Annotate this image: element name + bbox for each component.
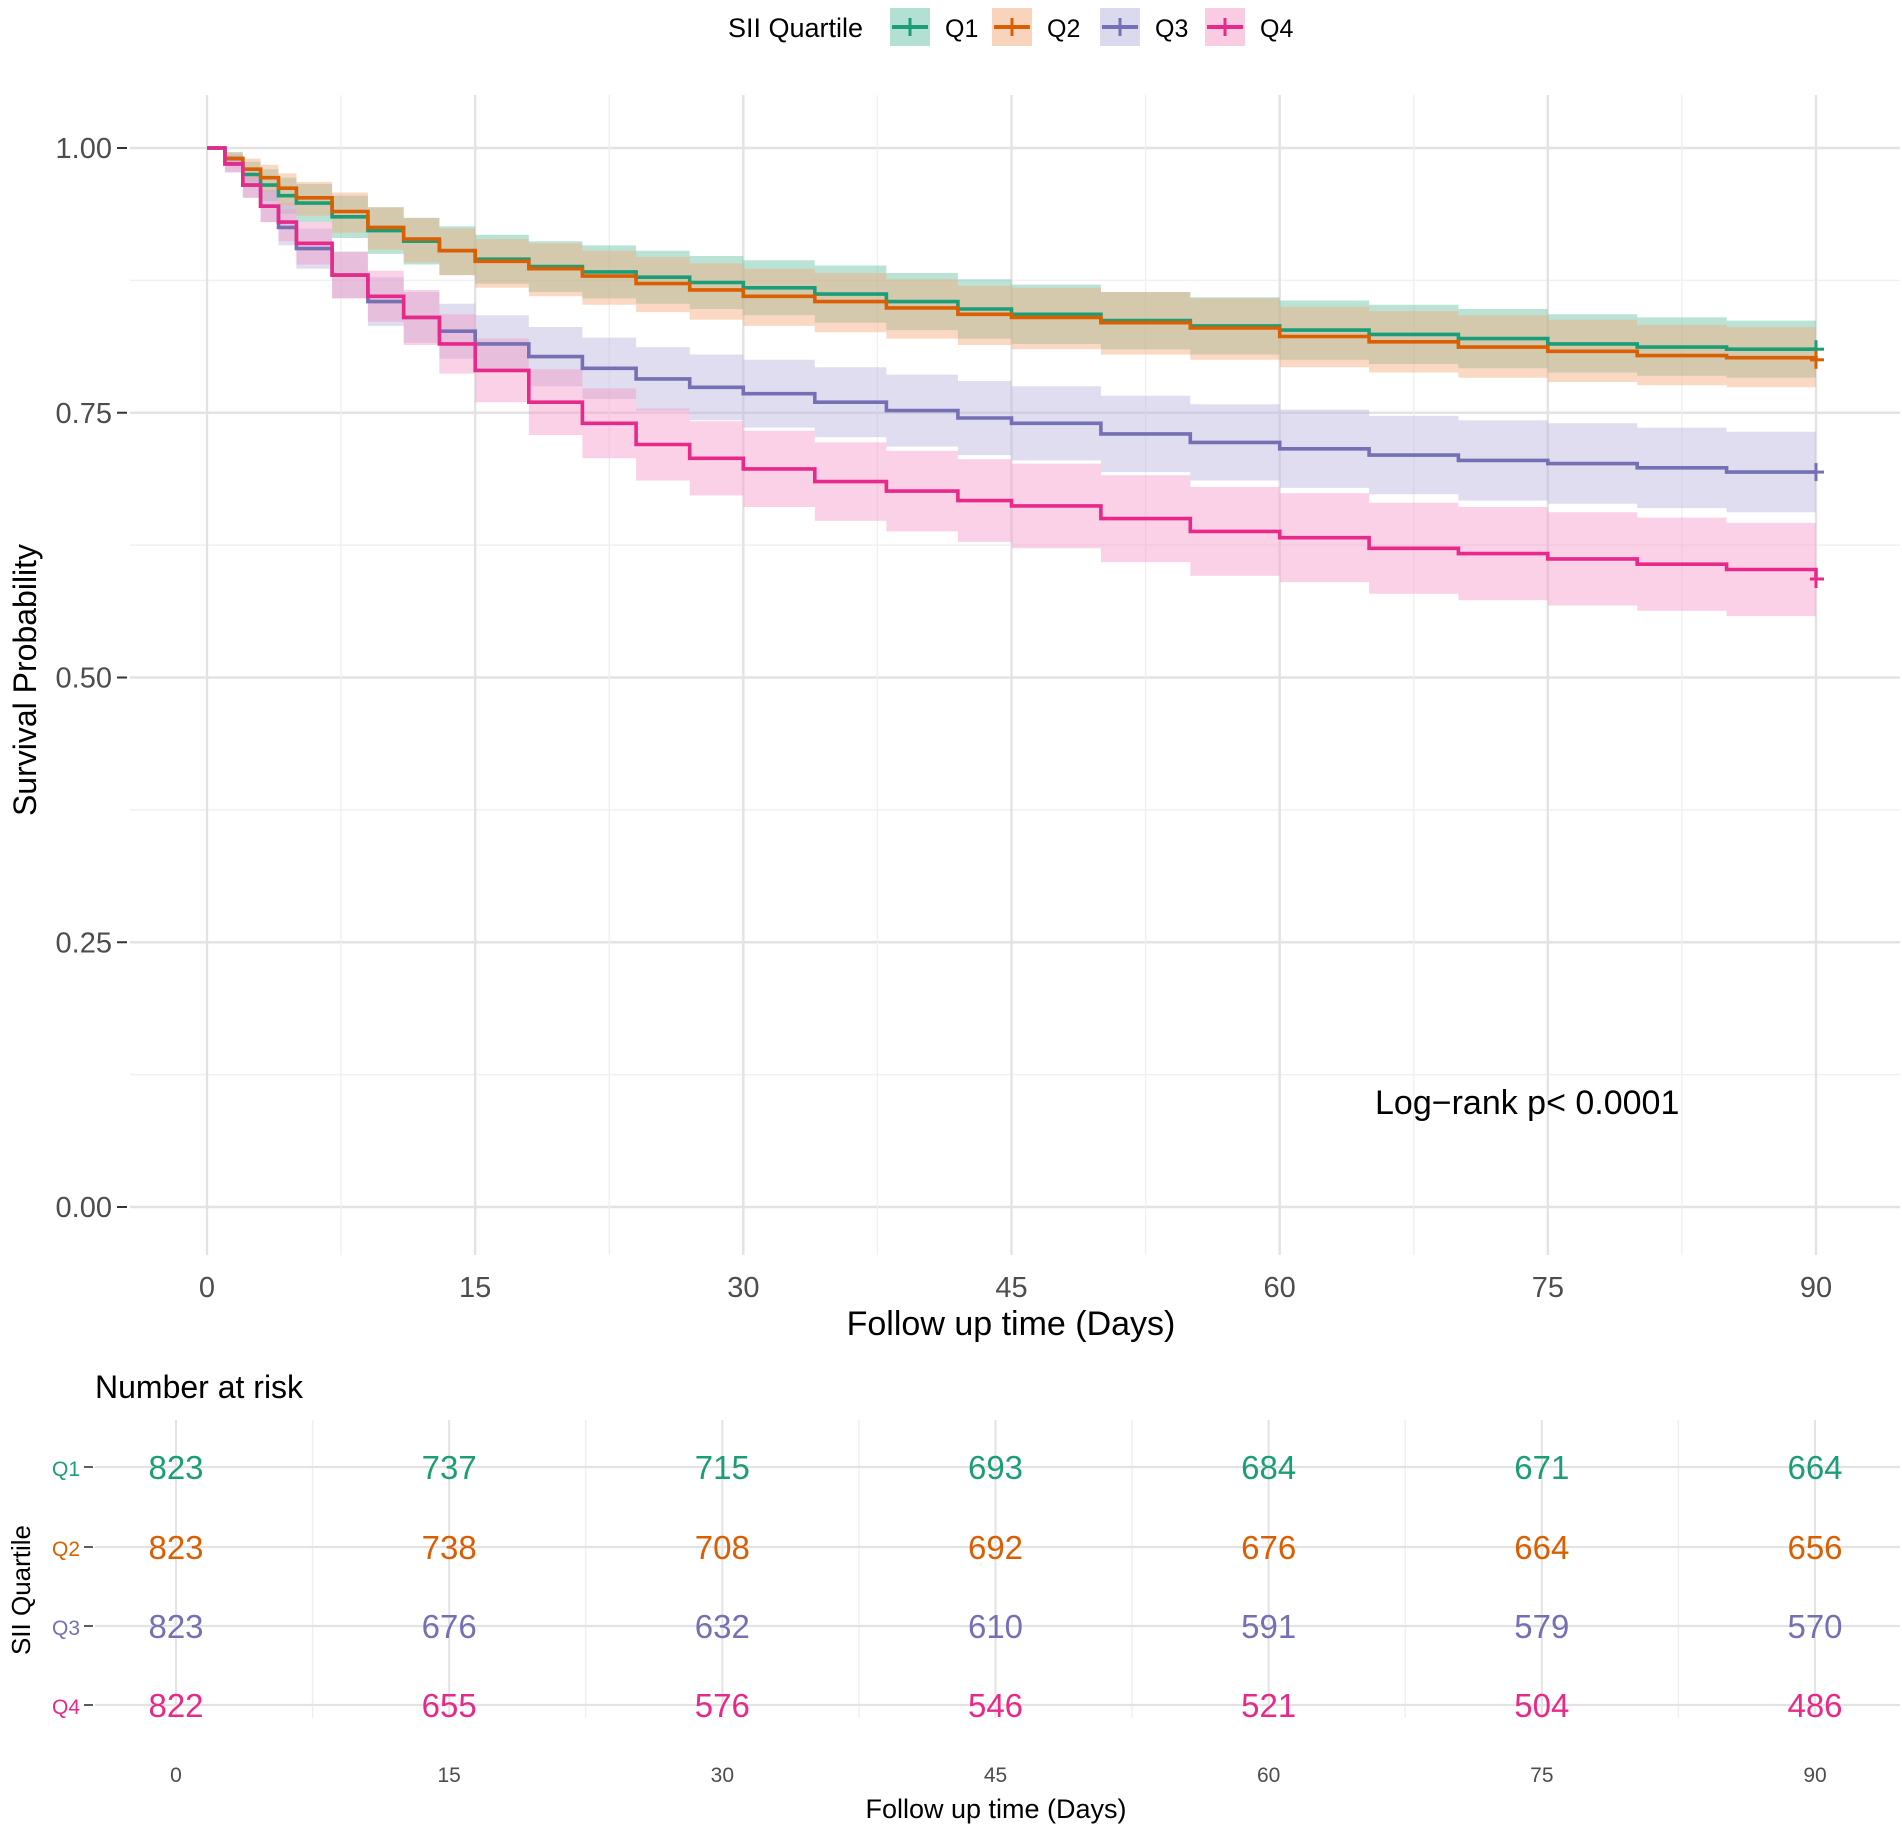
- y-tick-label: 0.00: [56, 1192, 112, 1224]
- risk-table-cell: 708: [695, 1529, 750, 1566]
- risk-table-cell: 579: [1514, 1608, 1569, 1645]
- y-axis-title: Survival Probability: [7, 544, 43, 816]
- survival-curve-q4: [207, 146, 1818, 579]
- risk-table-row-label: Q2: [52, 1538, 80, 1561]
- risk-table-cell: 823: [148, 1529, 203, 1566]
- log-rank-annotation: Log−rank p< 0.0001: [1375, 1084, 1679, 1122]
- risk-table-row-label: Q1: [52, 1458, 80, 1481]
- risk-table-x-tick-label: 30: [711, 1764, 734, 1787]
- risk-table-cell: 610: [968, 1608, 1023, 1645]
- risk-table-row-label: Q4: [52, 1696, 80, 1719]
- x-tick-label: 90: [1800, 1272, 1832, 1304]
- x-tick-label: 30: [727, 1272, 759, 1304]
- risk-table-cell: 738: [422, 1529, 477, 1566]
- risk-table-cell: 546: [968, 1687, 1023, 1724]
- risk-table-x-tick-label: 45: [984, 1764, 1007, 1787]
- risk-table-cell: 521: [1241, 1687, 1296, 1724]
- x-tick-label: 15: [459, 1272, 491, 1304]
- risk-table-cell: 823: [148, 1449, 203, 1486]
- risk-table-row-q3: Q3 823 676 632 610 591 579 570: [52, 1608, 1843, 1645]
- x-tick-label: 45: [995, 1272, 1027, 1304]
- y-tick-label: 0.25: [56, 927, 112, 959]
- risk-table-cell: 715: [695, 1449, 750, 1486]
- risk-table-x-tick-label: 75: [1530, 1764, 1553, 1787]
- km-gridlines: [130, 95, 1900, 1255]
- confidence-band-q3: [207, 148, 1816, 514]
- km-plot: 0.00 0.25 0.50 0.75 1.00 0 15 30 45 60 75 90 Survi…: [7, 95, 1900, 1343]
- risk-table-row-q2: Q2 823 738 708 692 676 664 656: [52, 1529, 1843, 1566]
- risk-table-y-axis-title: SII Quartile: [6, 1525, 36, 1655]
- risk-table-title: Number at risk: [95, 1369, 304, 1405]
- risk-table-cells: Q1 823 737 715 693 684 671 664 Q2 823 738 708 692 676…: [52, 1449, 1843, 1724]
- risk-table-cell: 632: [695, 1608, 750, 1645]
- legend: SII Quartile Q1 Q2 Q3 Q4: [728, 8, 1293, 46]
- risk-table-cell: 486: [1787, 1687, 1842, 1724]
- risk-table-cell: 655: [422, 1687, 477, 1724]
- legend-label: Q3: [1155, 15, 1188, 43]
- y-tick-label: 0.75: [56, 398, 112, 430]
- y-tick-label: 1.00: [56, 133, 112, 165]
- risk-table-cell: 504: [1514, 1687, 1569, 1724]
- legend-entry-q2: Q2: [992, 8, 1080, 46]
- km-y-axis: 0.00 0.25 0.50 0.75 1.00: [56, 133, 127, 1224]
- risk-table-cell: 656: [1787, 1529, 1842, 1566]
- km-survival-curves: [207, 146, 1824, 589]
- risk-table-cell: 591: [1241, 1608, 1296, 1645]
- x-tick-label: 0: [199, 1272, 215, 1304]
- risk-table-cell: 737: [422, 1449, 477, 1486]
- risk-table-x-tick-label: 90: [1803, 1764, 1826, 1787]
- risk-table-cell: 822: [148, 1687, 203, 1724]
- survival-curve-q2: [207, 146, 1818, 360]
- km-x-axis: 0 15 30 45 60 75 90: [199, 1272, 1832, 1304]
- legend-label: Q4: [1260, 15, 1293, 43]
- risk-table-x-tick-label: 60: [1257, 1764, 1280, 1787]
- legend-entry-q3: Q3: [1100, 8, 1188, 46]
- confidence-band-q1: [207, 148, 1816, 379]
- risk-table: Number at risk Q1 823 737 715 693 684 671 664Q2…: [6, 1369, 1900, 1824]
- risk-table-gridlines: [95, 1420, 1900, 1718]
- risk-table-cell: 684: [1241, 1449, 1296, 1486]
- legend-entry-q4: Q4: [1205, 8, 1293, 46]
- risk-table-cell: 664: [1514, 1529, 1569, 1566]
- risk-table-cell: 570: [1787, 1608, 1842, 1645]
- x-axis-title: Follow up time (Days): [847, 1305, 1176, 1343]
- y-tick-label: 0.50: [56, 663, 112, 695]
- x-tick-label: 75: [1532, 1272, 1564, 1304]
- risk-table-row-q4: Q4 822 655 576 546 521 504 486: [52, 1687, 1843, 1724]
- risk-table-cell: 576: [695, 1687, 750, 1724]
- risk-table-cell: 671: [1514, 1449, 1569, 1486]
- risk-table-cell: 693: [968, 1449, 1023, 1486]
- risk-table-cell: 692: [968, 1529, 1023, 1566]
- risk-table-cell: 676: [1241, 1529, 1296, 1566]
- risk-table-row-label: Q3: [52, 1617, 80, 1640]
- risk-table-x-axis-title: Follow up time (Days): [865, 1794, 1126, 1824]
- risk-table-cell: 676: [422, 1608, 477, 1645]
- x-tick-label: 60: [1264, 1272, 1296, 1304]
- risk-table-cell: 664: [1787, 1449, 1842, 1486]
- legend-title: SII Quartile: [728, 13, 863, 43]
- risk-table-x-tick-label: 0: [170, 1764, 182, 1787]
- legend-label: Q1: [945, 15, 978, 43]
- legend-entry-q1: Q1: [890, 8, 978, 46]
- legend-label: Q2: [1047, 15, 1080, 43]
- risk-table-x-tick-label: 15: [437, 1764, 460, 1787]
- risk-table-row-q1: Q1 823 737 715 693 684 671 664: [52, 1449, 1843, 1486]
- risk-table-cell: 823: [148, 1608, 203, 1645]
- risk-table-x-axis: 0 15 30 45 60 75 90: [170, 1764, 1827, 1787]
- confidence-band-q2: [207, 148, 1816, 390]
